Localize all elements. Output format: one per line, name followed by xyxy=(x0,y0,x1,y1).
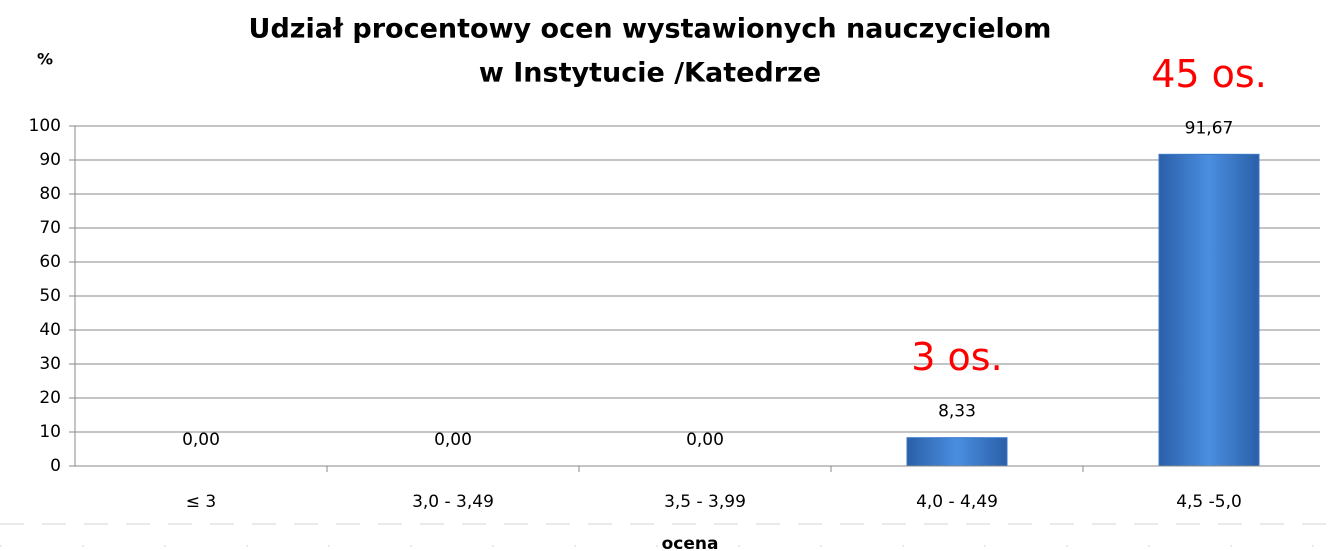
x-tick-label: 4,5 -5,0 xyxy=(1176,492,1242,512)
x-axis-label: ocena xyxy=(662,534,719,551)
y-tick-label: 60 xyxy=(39,252,61,272)
y-tick-label: 10 xyxy=(39,422,61,442)
bar xyxy=(1158,153,1260,467)
bar xyxy=(906,437,1008,467)
background-pattern xyxy=(0,523,1328,547)
y-tick-label: 70 xyxy=(39,218,61,238)
value-label: 91,67 xyxy=(1185,118,1234,138)
y-tick-label: 80 xyxy=(39,184,61,204)
value-label: 0,00 xyxy=(182,430,220,450)
x-tick-label: ≤ 3 xyxy=(186,492,216,512)
x-tick-label: 3,5 - 3,99 xyxy=(664,492,746,512)
chart-title: w Instytucie /Katedrze xyxy=(479,58,821,89)
y-tick-label: 40 xyxy=(39,320,61,340)
y-tick-label: 100 xyxy=(29,116,61,136)
y-tick-label: 20 xyxy=(39,388,61,408)
y-tick-label: 90 xyxy=(39,150,61,170)
value-label: 0,00 xyxy=(686,430,724,450)
value-label: 8,33 xyxy=(938,402,976,422)
annotation: 3 os. xyxy=(911,335,1002,379)
x-tick-label: 3,0 - 3,49 xyxy=(412,492,494,512)
chart-title: Udział procentowy ocen wystawionych nauc… xyxy=(249,14,1052,45)
value-label: 0,00 xyxy=(434,430,472,450)
y-axis-label: % xyxy=(37,50,53,69)
x-tick-label: 4,0 - 4,49 xyxy=(916,492,998,512)
y-tick-label: 0 xyxy=(50,456,61,476)
annotation: 45 os. xyxy=(1151,52,1267,96)
y-tick-label: 50 xyxy=(39,286,61,306)
y-tick-label: 30 xyxy=(39,354,61,374)
